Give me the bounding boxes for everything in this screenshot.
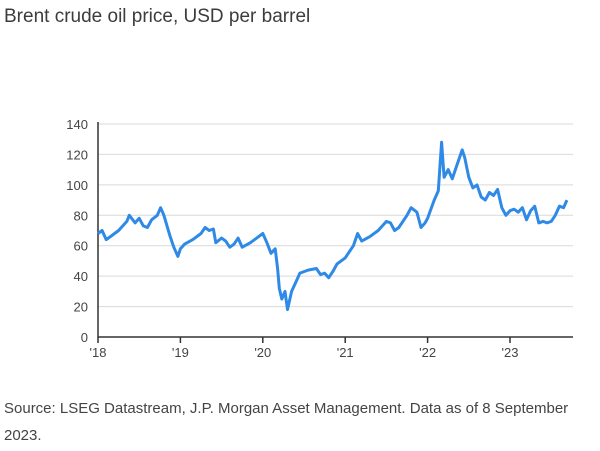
x-tick-label: '21 [337, 345, 354, 360]
x-tick-label: '18 [90, 345, 107, 360]
chart-title: Brent crude oil price, USD per barrel [4, 6, 311, 27]
x-tick-label: '19 [172, 345, 189, 360]
y-tick-label: 0 [81, 330, 88, 345]
y-tick-label: 100 [66, 178, 88, 193]
source-note: Source: LSEG Datastream, J.P. Morgan Ass… [4, 400, 569, 444]
y-tick-label: 40 [74, 269, 88, 284]
y-tick-label: 140 [66, 117, 88, 132]
x-tick-label: '20 [254, 345, 271, 360]
x-tick-label: '22 [419, 345, 436, 360]
y-tick-label: 20 [74, 300, 88, 315]
x-tick-label: '23 [502, 345, 519, 360]
y-tick-label: 120 [66, 147, 88, 162]
y-tick-label: 80 [74, 208, 88, 223]
y-tick-label: 60 [74, 239, 88, 254]
series-line-brent [97, 140, 569, 312]
line-chart: 0 20 40 60 80 100 120 140 '18 '19 '20 '21 '22 '23 [66, 117, 573, 360]
